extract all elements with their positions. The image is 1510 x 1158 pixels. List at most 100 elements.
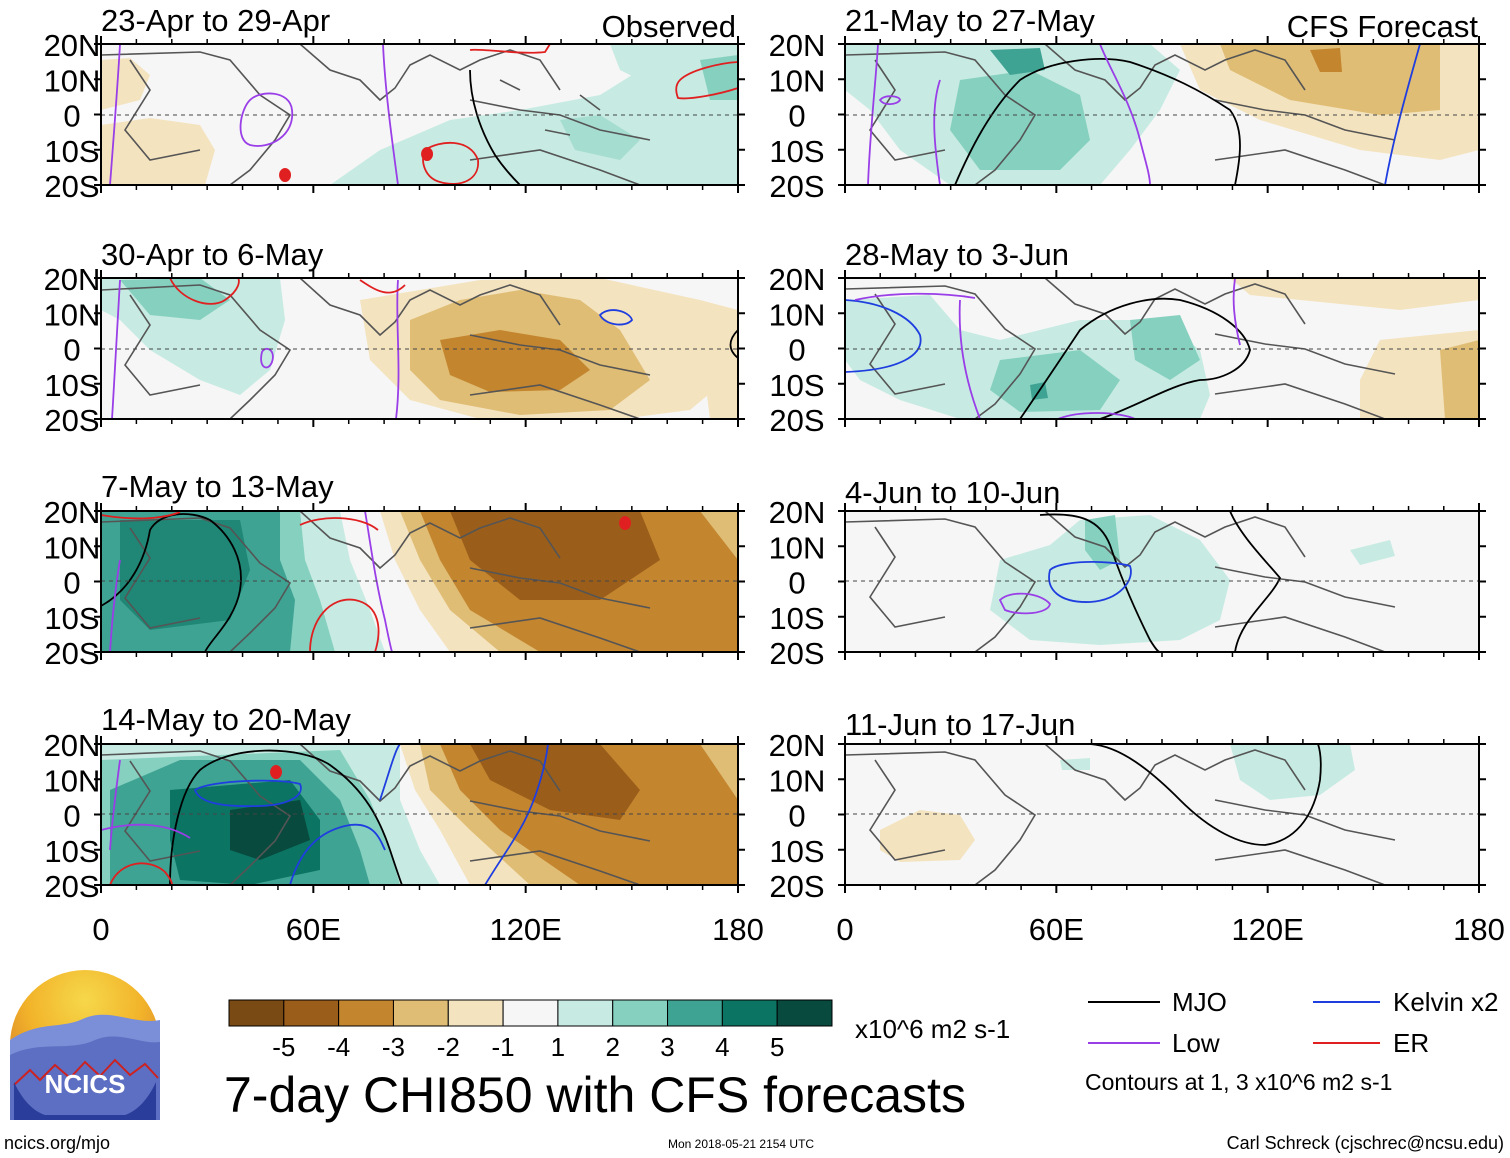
- contours: [1089, 744, 1322, 846]
- lon-tick-label: 0: [92, 912, 109, 947]
- column-title-forecast: CFS Forecast: [1287, 9, 1479, 44]
- colorbar-swatch: [338, 999, 394, 1027]
- cyclone-marker: [279, 168, 292, 182]
- lat-tick-label: 10N: [44, 763, 101, 798]
- legend-label-kelvin: Kelvin x2: [1393, 987, 1499, 1017]
- anomaly-region: [560, 115, 640, 160]
- lat-tick-label: 0: [63, 99, 80, 134]
- coastline: [845, 278, 1396, 419]
- footer-url: ncics.org/mjo: [4, 1133, 110, 1153]
- coastline: [845, 44, 1396, 185]
- lat-tick-label: 20N: [769, 495, 826, 530]
- coastline: [101, 744, 651, 885]
- anomaly-region: [450, 511, 660, 600]
- lat-tick-label: 10N: [769, 530, 826, 565]
- panel-title: 21-May to 27-May: [845, 3, 1095, 38]
- lon-tick-label: 120E: [489, 912, 561, 947]
- anomaly-region: [700, 330, 738, 419]
- panel-4jun-10jun: [844, 510, 1480, 653]
- anomaly-region: [1310, 48, 1342, 72]
- colorbar-swatch: [283, 999, 340, 1027]
- panel-title: 28-May to 3-Jun: [845, 237, 1069, 272]
- colorbar-swatch: [447, 999, 504, 1027]
- legend-label-mjo: MJO: [1172, 987, 1227, 1017]
- contour-note: Contours at 1, 3 x10^6 m2 s-1: [1085, 1069, 1392, 1095]
- colorbar-tick-label: -4: [327, 1032, 350, 1062]
- panel-title: 4-Jun to 10-Jun: [845, 475, 1060, 510]
- lon-tick-label: 180: [1453, 912, 1505, 947]
- ncics-logo: NCICS: [10, 970, 160, 1120]
- anomaly-region: [1085, 515, 1120, 570]
- lat-tick-label: 10S: [769, 368, 824, 403]
- anomaly-region: [470, 744, 640, 820]
- legend-label-er: ER: [1393, 1028, 1429, 1058]
- anomaly-region: [990, 350, 1120, 412]
- colorbar-swatch: [228, 999, 285, 1027]
- lon-tick-label: 60E: [286, 912, 341, 947]
- cyclone-marker: [421, 147, 434, 161]
- panel-21may-27may: [844, 43, 1480, 186]
- lat-tick-label: 20S: [769, 869, 824, 904]
- anomaly-region: [1350, 540, 1395, 565]
- colorbar-swatch: [392, 999, 449, 1027]
- figure-title: 7-day CHI850 with CFS forecasts: [224, 1067, 966, 1123]
- lon-tick-label: 60E: [1029, 912, 1084, 947]
- anomaly-region: [1230, 278, 1479, 310]
- lat-tick-label: 20S: [44, 869, 99, 904]
- colorbar-swatch: [721, 999, 778, 1027]
- lat-tick-label: 10S: [769, 134, 824, 169]
- panel-28may-3jun: [844, 277, 1480, 420]
- lat-tick-label: 20N: [769, 262, 826, 297]
- lat-tick-label: 10N: [44, 530, 101, 565]
- anomaly-region: [230, 800, 310, 860]
- lat-tick-label: 10S: [769, 834, 824, 869]
- lat-tick-label: 10S: [44, 834, 99, 869]
- lat-tick-label: 0: [788, 99, 805, 134]
- lat-tick-label: 0: [788, 566, 805, 601]
- lat-tick-label: 20N: [769, 728, 826, 763]
- logo-text: NCICS: [45, 1069, 126, 1099]
- panel-title: 30-Apr to 6-May: [101, 237, 324, 272]
- lat-tick-label: 0: [63, 566, 80, 601]
- anomaly-region: [990, 48, 1045, 75]
- panel-14may-20may: [100, 743, 739, 886]
- lat-tick-label: 10S: [44, 134, 99, 169]
- lat-tick-label: 20S: [44, 403, 99, 438]
- colorbar-tick-label: -3: [382, 1032, 405, 1062]
- contours: [867, 44, 1421, 185]
- anomaly-region: [950, 70, 1090, 170]
- lat-tick-label: 10N: [769, 63, 826, 98]
- colorbar-tick-label: -1: [492, 1032, 515, 1062]
- panel-title: 7-May to 13-May: [101, 469, 334, 504]
- colorbar-tick-label: 1: [551, 1032, 565, 1062]
- anomaly-region: [880, 810, 975, 862]
- anomaly-region: [440, 330, 590, 392]
- coastline: [101, 278, 651, 419]
- colorbar-tick-label: 5: [770, 1032, 784, 1062]
- lat-tick-label: 20S: [44, 169, 99, 204]
- colorbar-swatch: [612, 999, 669, 1027]
- colorbar-tick-label: 2: [605, 1032, 619, 1062]
- colorbar-swatch: [667, 999, 723, 1027]
- anomaly-region: [1440, 340, 1479, 419]
- lat-tick-label: 0: [63, 799, 80, 834]
- panel-title: 11-Jun to 17-Jun: [845, 707, 1075, 742]
- panel-11jun-17jun: [844, 743, 1480, 886]
- anomaly-region: [1130, 315, 1200, 380]
- contours: [101, 744, 549, 885]
- contours: [845, 278, 1251, 419]
- column-title-observed: Observed: [602, 9, 736, 44]
- lat-tick-label: 0: [788, 799, 805, 834]
- colorbar-swatch: [502, 999, 559, 1027]
- logo-base: [14, 1082, 156, 1120]
- lat-tick-label: 20N: [44, 495, 101, 530]
- lat-tick-label: 20S: [769, 169, 824, 204]
- legend-label-low: Low: [1172, 1028, 1220, 1058]
- lat-tick-label: 20S: [769, 636, 824, 671]
- footer-credit: Carl Schreck (cjschrec@ncsu.edu): [1227, 1133, 1504, 1153]
- contours: [109, 44, 738, 185]
- colorbar-swatch: [557, 999, 614, 1027]
- panel-title: 14-May to 20-May: [101, 702, 351, 737]
- anomaly-region: [1220, 44, 1440, 115]
